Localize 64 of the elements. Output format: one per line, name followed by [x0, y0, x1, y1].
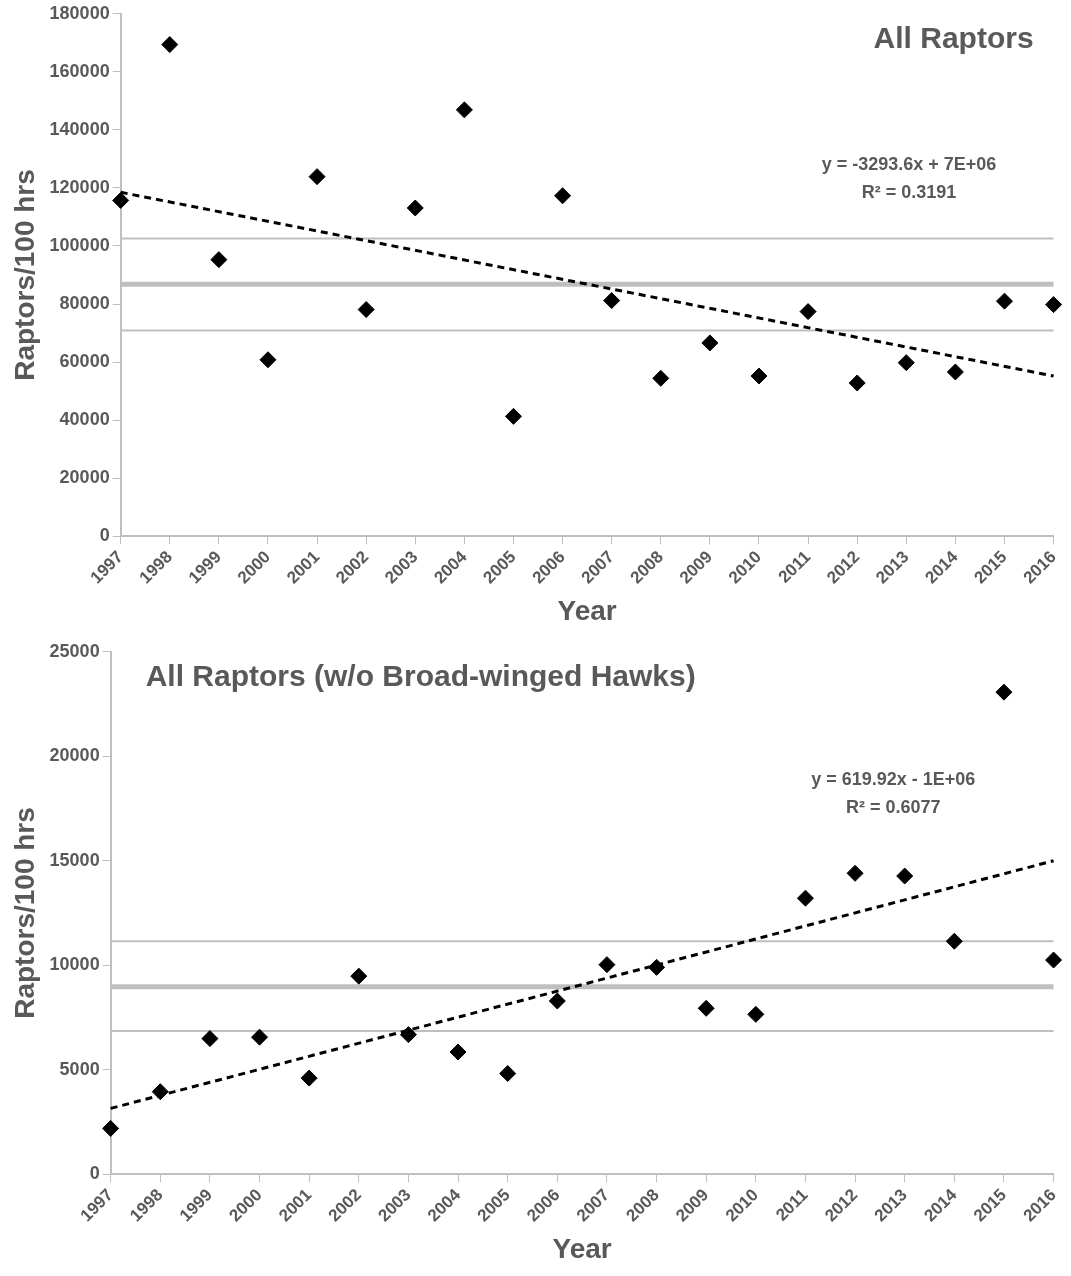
y-axis-title: Raptors/100 hrs [8, 807, 40, 1019]
y-tick-label: 160000 [49, 60, 110, 81]
point [896, 867, 914, 885]
point [210, 251, 228, 269]
y-axis-title: Raptors/100 hrs [8, 169, 40, 381]
point [995, 292, 1013, 310]
point [846, 864, 864, 882]
point [455, 101, 473, 119]
point [995, 683, 1013, 701]
x-axis-title: Year [552, 1232, 612, 1264]
point [499, 1065, 517, 1083]
point [112, 191, 130, 209]
point [897, 354, 915, 372]
point [1045, 951, 1063, 969]
y-tick-label: 80000 [59, 293, 110, 314]
y-tick-label: 140000 [49, 118, 110, 139]
point [747, 1005, 765, 1023]
point [848, 374, 866, 392]
point [799, 303, 817, 321]
point [554, 187, 572, 205]
annotation: R² = 0.6077 [846, 796, 941, 817]
point [598, 956, 616, 974]
point [300, 1069, 318, 1087]
y-tick-label: 15000 [49, 849, 100, 870]
point [504, 407, 522, 425]
point [603, 292, 621, 310]
point [796, 889, 814, 907]
y-tick-label: 10000 [49, 954, 100, 975]
y-tick-label: 100000 [49, 234, 110, 255]
y-tick-label: 180000 [49, 2, 110, 23]
point [406, 199, 424, 217]
point [701, 334, 719, 352]
y-tick-label: 0 [89, 1163, 100, 1184]
point [161, 36, 179, 54]
point [350, 967, 368, 985]
point [750, 367, 768, 385]
y-tick-label: 40000 [59, 409, 110, 430]
annotation: R² = 0.3191 [861, 182, 957, 203]
y-tick-label: 25000 [49, 640, 100, 661]
point [357, 301, 375, 319]
chart-title: All Raptors [873, 21, 1034, 55]
point [945, 932, 963, 950]
point [449, 1043, 467, 1061]
y-tick-label: 20000 [49, 745, 100, 766]
annotation: y = 619.92x - 1E+06 [811, 768, 976, 789]
y-tick-label: 20000 [59, 467, 110, 488]
point [652, 369, 670, 387]
point [259, 351, 277, 369]
point [697, 999, 715, 1017]
chart-title: All Raptors (w/o Broad-winged Hawks) [145, 659, 696, 693]
x-axis-title: Year [557, 594, 617, 626]
point [308, 168, 326, 186]
y-tick-label: 60000 [59, 351, 110, 372]
point [399, 1026, 417, 1044]
y-tick-label: 0 [99, 525, 110, 546]
point [548, 992, 566, 1010]
annotation: y = -3293.6x + 7E+06 [821, 154, 997, 175]
y-tick-label: 5000 [59, 1058, 100, 1079]
point [1045, 296, 1063, 314]
point [201, 1030, 219, 1048]
point [251, 1028, 269, 1046]
point [102, 1119, 120, 1137]
y-tick-label: 120000 [49, 176, 110, 197]
point [946, 363, 964, 381]
